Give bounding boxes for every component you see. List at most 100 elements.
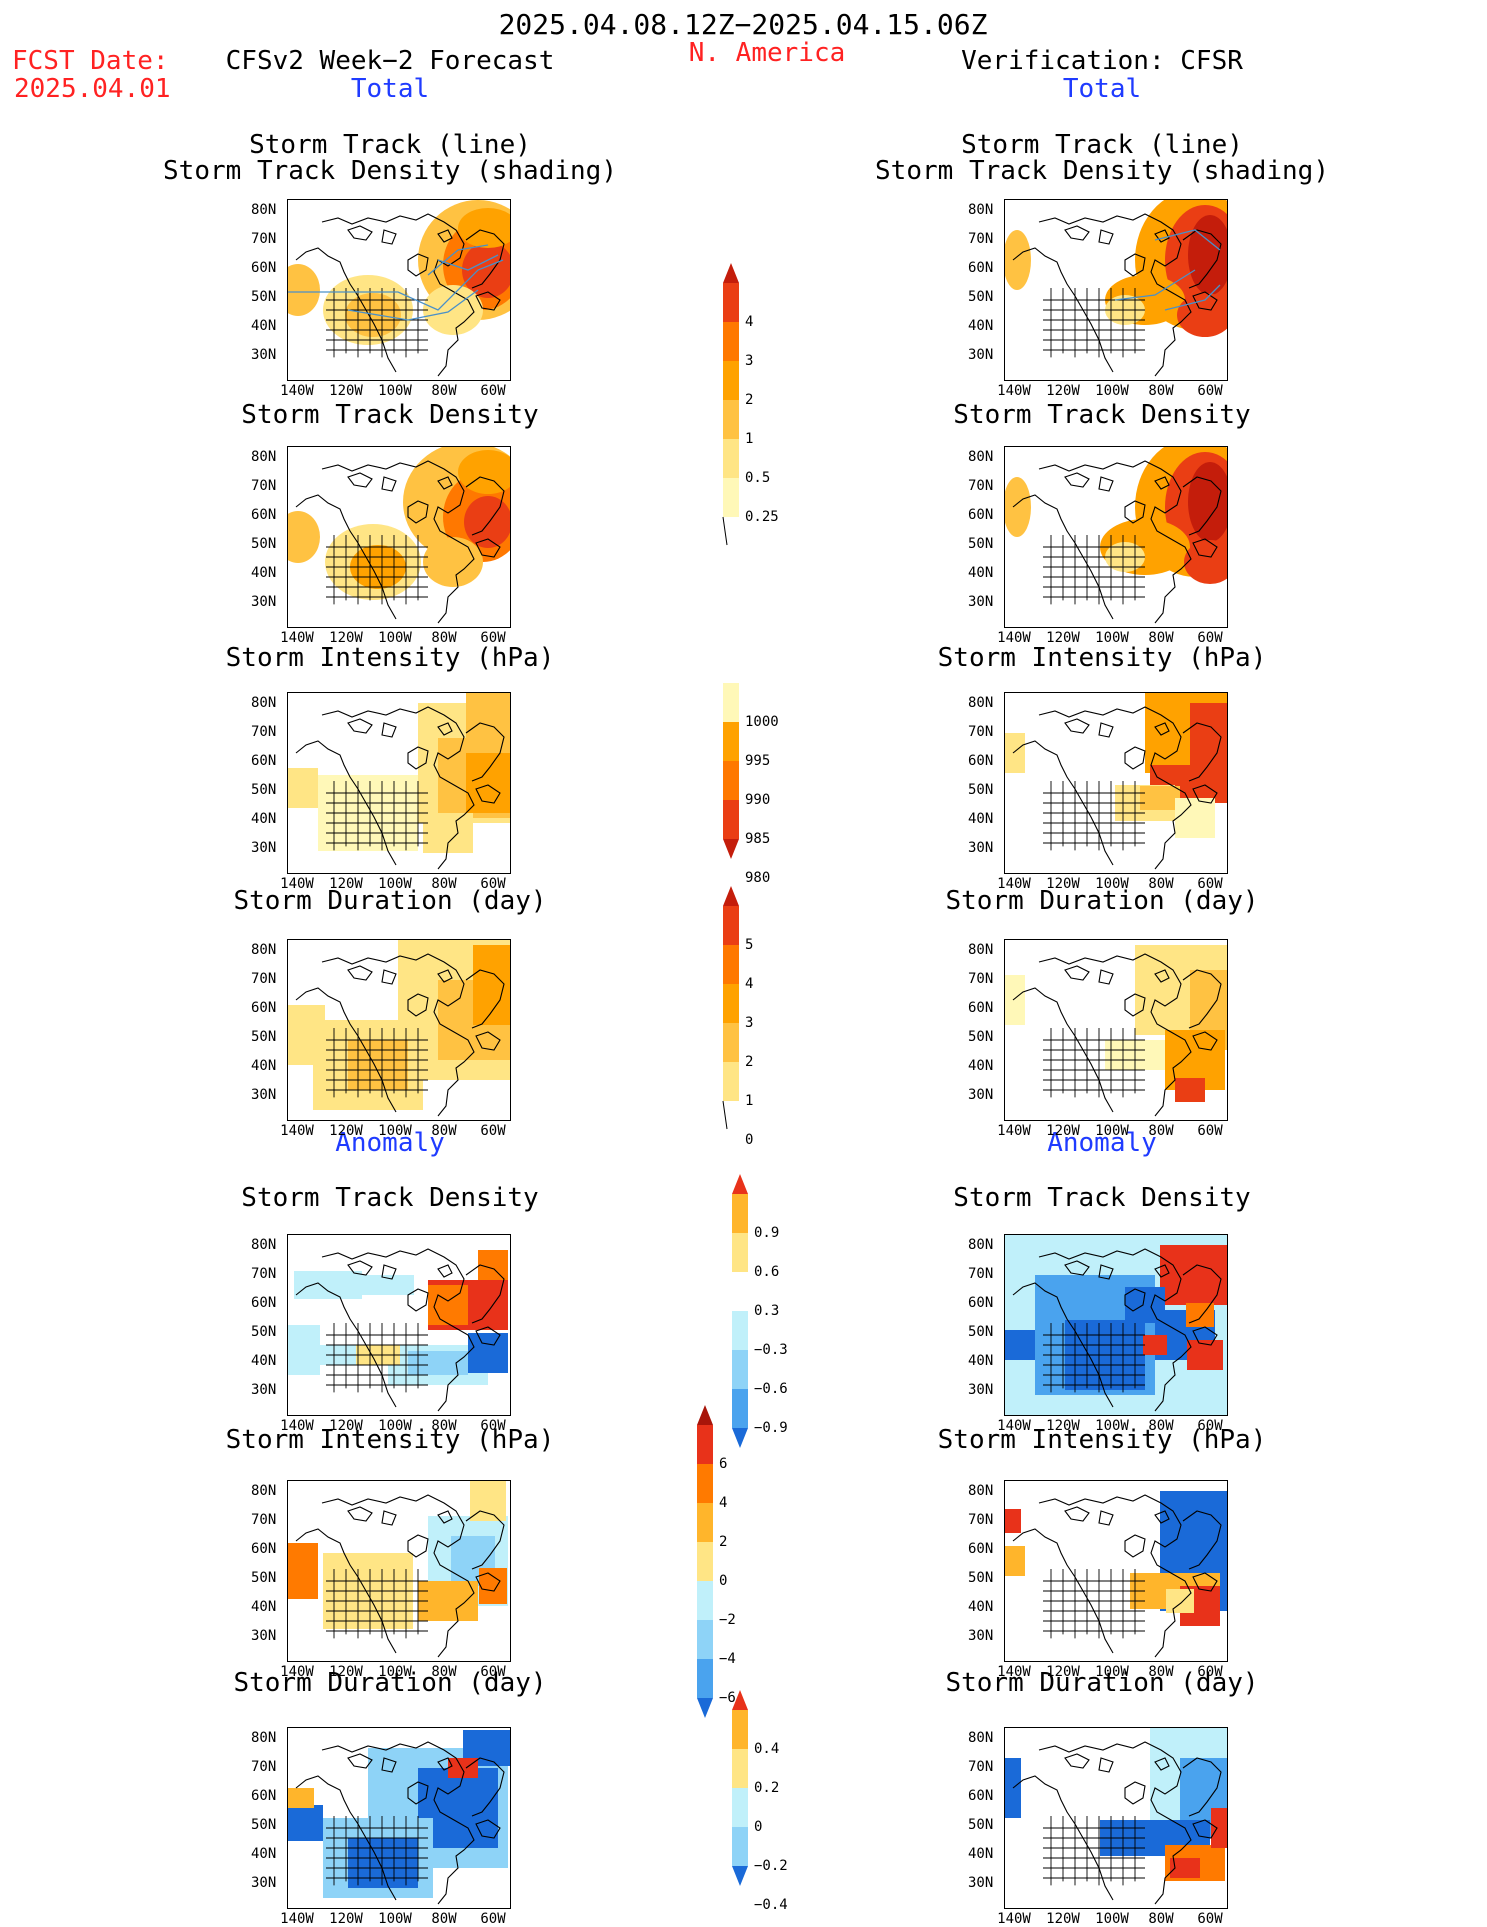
lat-tick-label: 30N	[251, 1087, 277, 1103]
lat-tick-label: 50N	[968, 536, 994, 552]
colorbar-tick-label: −0.2	[754, 1858, 788, 1874]
lat-tick-label: 40N	[251, 1058, 277, 1074]
colorbar-arrow-top	[732, 1690, 748, 1710]
coastlines	[295, 1494, 505, 1658]
colorbar-swatch	[723, 683, 739, 722]
colorbar-tick-label: 0	[754, 1819, 763, 1835]
title-duration-left: Storm Duration (day)	[233, 886, 547, 916]
map-intensity-anom-right	[1004, 1480, 1228, 1662]
colorbar-swatch	[732, 1788, 748, 1827]
colorbar-tick-label: 6	[719, 1456, 728, 1472]
colorbar-swatch	[723, 984, 739, 1023]
lon-tick-label: 140W	[997, 630, 1031, 646]
map-duration-right	[1004, 939, 1228, 1121]
map-intensity-anom-left	[287, 1480, 511, 1662]
colorbar-arrow-top	[697, 1405, 713, 1425]
title-track-shading-left: Storm Track Density (shading)	[163, 156, 617, 186]
right-anomaly-label: Anomaly	[1047, 1128, 1157, 1158]
lat-tick-label: 40N	[968, 1846, 994, 1862]
colorbar-tick-label: 0.25	[745, 509, 779, 525]
colorbar-track-density: 4 3 2 1 0.5 0.25	[722, 263, 779, 551]
colorbar-swatch	[723, 439, 739, 478]
lat-tick-label: 60N	[251, 1541, 277, 1557]
lat-tick-label: 60N	[251, 260, 277, 276]
lat-tick-label: 40N	[968, 1058, 994, 1074]
colorbar-swatch	[732, 1272, 748, 1311]
lat-tick-label: 40N	[251, 565, 277, 581]
colorbar-swatch	[732, 1311, 748, 1350]
shading	[1005, 693, 1227, 838]
colorbar-tick-label: 1	[745, 431, 754, 447]
right-total-label: Total	[1062, 74, 1142, 104]
colorbar-arrow-top	[723, 263, 739, 283]
colorbar-swatch	[723, 1023, 739, 1062]
colorbar-tick-label: 995	[745, 753, 771, 769]
coastlines	[295, 953, 505, 1117]
colorbar-tick-label: 0.4	[754, 1741, 780, 1757]
colorbar-tick-label: 4	[719, 1495, 728, 1511]
lat-tick-label: 70N	[968, 724, 994, 740]
fcst-date-label: FCST Date:	[12, 46, 169, 76]
lat-tick-label: 80N	[968, 1730, 994, 1746]
storm-track-lines	[1114, 229, 1221, 311]
lon-tick-label: 100W	[1095, 876, 1129, 892]
state-borders	[1043, 1816, 1145, 1886]
map-canvas	[1005, 1728, 1227, 1905]
colorbar-density-anom: 0.9 0.6 0.3 −0.3 −0.6 −0.9	[732, 1174, 788, 1452]
colorbar-tick-label: 0	[719, 1573, 728, 1589]
colorbar-swatch	[723, 761, 739, 800]
map-track-left	[287, 199, 511, 381]
lon-tick-label: 100W	[1095, 1123, 1129, 1139]
lon-tick-label: 80W	[1148, 1123, 1174, 1139]
lat-tick-label: 30N	[968, 1382, 994, 1398]
title-duration-anom-right: Storm Duration (day)	[945, 1668, 1259, 1698]
lon-tick-label: 120W	[329, 630, 363, 646]
lat-tick-label: 40N	[251, 811, 277, 827]
shading	[288, 1250, 508, 1385]
lon-tick-label: 100W	[378, 1123, 412, 1139]
map-density-right	[1004, 446, 1228, 628]
shading	[1005, 1235, 1227, 1415]
title-duration-anom-left: Storm Duration (day)	[233, 1668, 547, 1698]
lat-tick-label: 50N	[968, 289, 994, 305]
title-track-shading-right: Storm Track Density (shading)	[875, 156, 1329, 186]
lat-tick-label: 40N	[251, 1846, 277, 1862]
lon-tick-label: 80W	[1148, 1911, 1174, 1927]
right-column-title: Verification: CFSR	[961, 46, 1243, 76]
title-duration-right: Storm Duration (day)	[945, 886, 1259, 916]
lat-tick-label: 70N	[968, 1759, 994, 1775]
shading	[1005, 200, 1227, 337]
colorbar-swatch	[723, 283, 739, 322]
lon-tick-label: 120W	[329, 876, 363, 892]
lon-tick-label: 140W	[280, 383, 314, 399]
map-canvas	[1005, 1235, 1227, 1415]
lon-tick-label: 140W	[280, 1123, 314, 1139]
lat-tick-label: 60N	[251, 1788, 277, 1804]
lat-tick-label: 70N	[968, 971, 994, 987]
colorbar-duration: 5 4 3 2 1 0	[722, 886, 753, 1148]
lat-tick-label: 40N	[251, 318, 277, 334]
left-anomaly-label: Anomaly	[335, 1128, 445, 1158]
lon-tick-label: 80W	[431, 1664, 457, 1680]
lon-tick-label: 140W	[997, 1664, 1031, 1680]
lon-tick-label: 140W	[997, 876, 1031, 892]
left-column-title: CFSv2 Week−2 Forecast	[225, 46, 555, 76]
lat-tick-label: 60N	[251, 507, 277, 523]
colorbar-tick-label: 0.9	[754, 1225, 780, 1241]
colorbar-swatch	[697, 1464, 713, 1503]
title-intensity-left: Storm Intensity (hPa)	[225, 643, 555, 673]
colorbar-swatch	[732, 1710, 748, 1749]
title-density-left: Storm Track Density	[241, 400, 539, 430]
lat-tick-label: 30N	[251, 594, 277, 610]
lat-tick-label: 40N	[968, 811, 994, 827]
colorbar-intensity: 1000 995 990 985 980	[723, 683, 779, 886]
period-title: 2025.04.08.12Z−2025.04.15.06Z	[498, 8, 988, 41]
lat-tick-label: 50N	[251, 1570, 277, 1586]
lat-tick-label: 50N	[968, 782, 994, 798]
colorbar-tick-label: 3	[745, 1015, 754, 1031]
colorbar-swatch	[732, 1827, 748, 1866]
colorbar-tick-label: −6	[719, 1690, 736, 1706]
colorbar-tick-label: 0.2	[754, 1780, 780, 1796]
colorbar-swatch	[723, 722, 739, 761]
shading	[288, 693, 510, 853]
